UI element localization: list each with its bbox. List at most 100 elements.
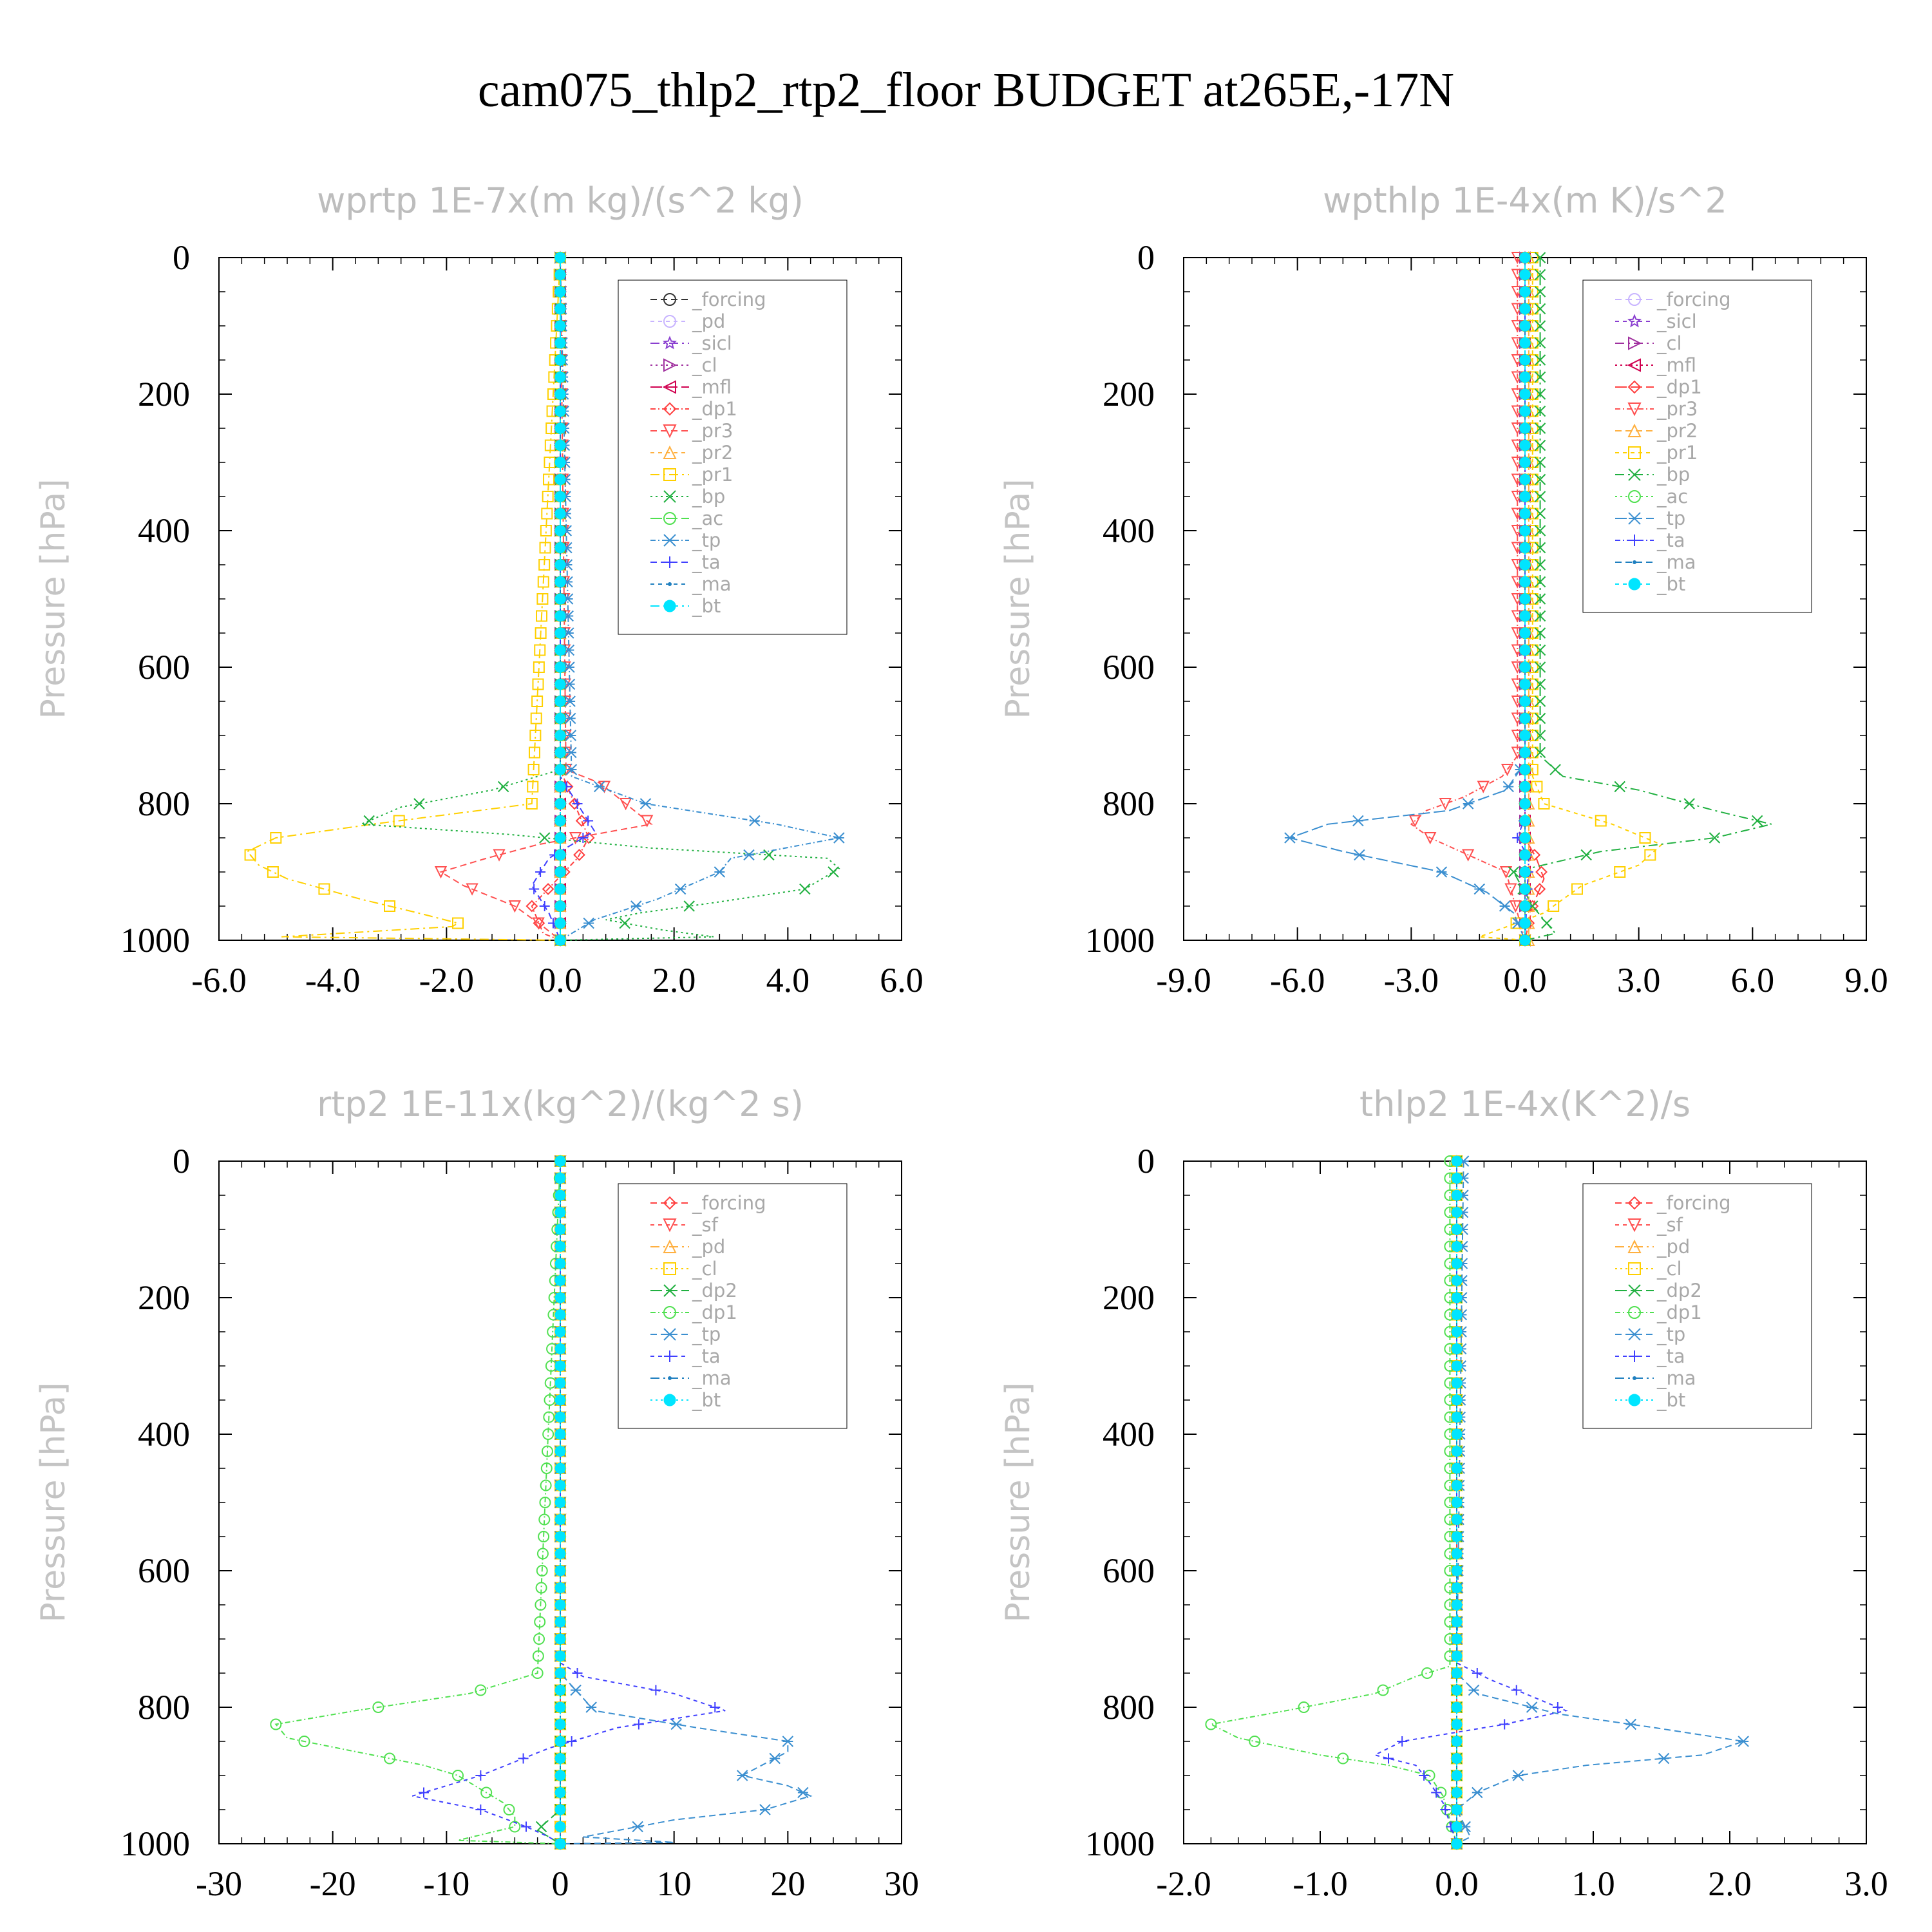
series-point <box>538 1531 550 1542</box>
legend-label: _ma <box>692 573 732 595</box>
legend-marker <box>663 1262 676 1275</box>
legend-label: _forcing <box>692 289 766 310</box>
x-tick-label: -2.0 <box>1156 1864 1211 1903</box>
series-point <box>452 1770 464 1781</box>
series-point <box>554 1480 566 1491</box>
y-tick-label: 200 <box>138 375 190 413</box>
series-point <box>554 1787 566 1798</box>
series-point <box>1377 1684 1389 1696</box>
series-point <box>572 1668 583 1678</box>
legend-label: _forcing <box>692 1192 766 1214</box>
series-point <box>759 1804 771 1815</box>
series-point <box>554 1633 566 1645</box>
y-tick-label: 400 <box>138 511 190 550</box>
series-point <box>543 1411 555 1423</box>
series-point <box>554 1309 566 1320</box>
panel-title: rtp2 1E-11x(kg^2)/(kg^2 s) <box>317 1084 804 1124</box>
legend-label: _tp <box>692 529 721 551</box>
series-point <box>1751 815 1763 827</box>
legend-label: _ta <box>1656 529 1685 551</box>
series-point <box>1352 815 1364 827</box>
legend-label: _tp <box>1656 1323 1685 1345</box>
legend-label: _cl <box>692 354 717 376</box>
y-tick-label: 400 <box>1103 1415 1155 1454</box>
series-point <box>554 1838 566 1850</box>
series-point <box>554 1446 566 1457</box>
series-point <box>1519 679 1531 690</box>
series-point <box>1512 1770 1524 1781</box>
series-point <box>1519 440 1531 451</box>
y-tick-label: 200 <box>1103 375 1155 413</box>
legend-label: _sicl <box>692 332 732 354</box>
series-point <box>554 815 566 826</box>
series-point <box>797 1786 809 1799</box>
series-point <box>554 1667 566 1679</box>
legend-marker <box>663 1284 676 1297</box>
series-point <box>1519 576 1531 587</box>
series-point <box>554 661 566 673</box>
series-point <box>1451 1309 1463 1320</box>
series-point <box>497 781 509 793</box>
series-point <box>1519 337 1531 348</box>
series-point <box>538 1513 551 1526</box>
x-tick-label: -20 <box>310 1864 356 1903</box>
x-tick-label: 6.0 <box>880 961 923 999</box>
series-point <box>270 832 282 844</box>
series-point <box>1738 1736 1749 1747</box>
series-point <box>619 798 632 811</box>
series-point <box>565 746 577 759</box>
series-point <box>1424 832 1437 845</box>
x-tick-label: 1.0 <box>1571 1864 1615 1903</box>
series-point <box>585 1701 597 1713</box>
series-point <box>1534 320 1546 332</box>
series-group <box>1205 1154 1749 1851</box>
series-point <box>554 866 566 878</box>
y-tick-label: 0 <box>1137 1142 1155 1180</box>
legend-marker <box>663 1196 677 1210</box>
series-point <box>1501 764 1514 777</box>
series-point <box>650 1685 661 1696</box>
legend-label: _sicl <box>1656 310 1697 332</box>
y-tick-label: 0 <box>173 238 190 277</box>
legend-label: _ma <box>1656 1367 1696 1389</box>
series-point <box>594 781 605 793</box>
x-tick-label: 3.0 <box>1844 1864 1888 1903</box>
legend-marker <box>663 402 677 416</box>
series-point <box>554 1360 566 1372</box>
series-point <box>384 1752 395 1765</box>
series-point <box>1519 474 1531 485</box>
series-point <box>535 627 547 639</box>
series-point <box>480 1786 493 1799</box>
series-point <box>452 917 464 929</box>
series-point <box>1519 747 1531 758</box>
legend-label: _cl <box>1656 332 1682 354</box>
series-point <box>536 610 548 622</box>
panel-title: thlp2 1E-4x(K^2)/s <box>1359 1084 1690 1124</box>
series-point <box>1451 1753 1463 1764</box>
series-point <box>1451 1633 1463 1645</box>
series-point <box>554 1719 566 1730</box>
chart-panel-2: wpthlp 1E-4x(m K)/s^2 0 200 400 600 800 1000-9… <box>999 180 1888 999</box>
series-point <box>565 730 576 741</box>
series-point <box>434 866 448 879</box>
series-point <box>318 883 330 895</box>
x-tick-label: 0.0 <box>1435 1864 1479 1903</box>
series-point <box>530 712 542 724</box>
legend-marker <box>1633 1376 1636 1380</box>
series-point <box>833 832 845 844</box>
series-point <box>1451 1378 1463 1388</box>
series-point <box>572 799 583 809</box>
series-point <box>554 372 566 383</box>
series-point <box>1451 1480 1463 1491</box>
series-point <box>1451 1651 1463 1662</box>
legend-marker <box>1629 535 1640 546</box>
x-tick-label: -30 <box>196 1864 242 1903</box>
series-point <box>1534 457 1546 468</box>
series-point <box>554 1326 566 1338</box>
x-tick-label: 9.0 <box>1844 961 1888 999</box>
series-point <box>554 525 566 536</box>
series-point <box>533 661 545 673</box>
series-point <box>564 661 575 673</box>
series-line-dp1 <box>274 1160 561 1844</box>
series-point <box>1439 798 1452 811</box>
